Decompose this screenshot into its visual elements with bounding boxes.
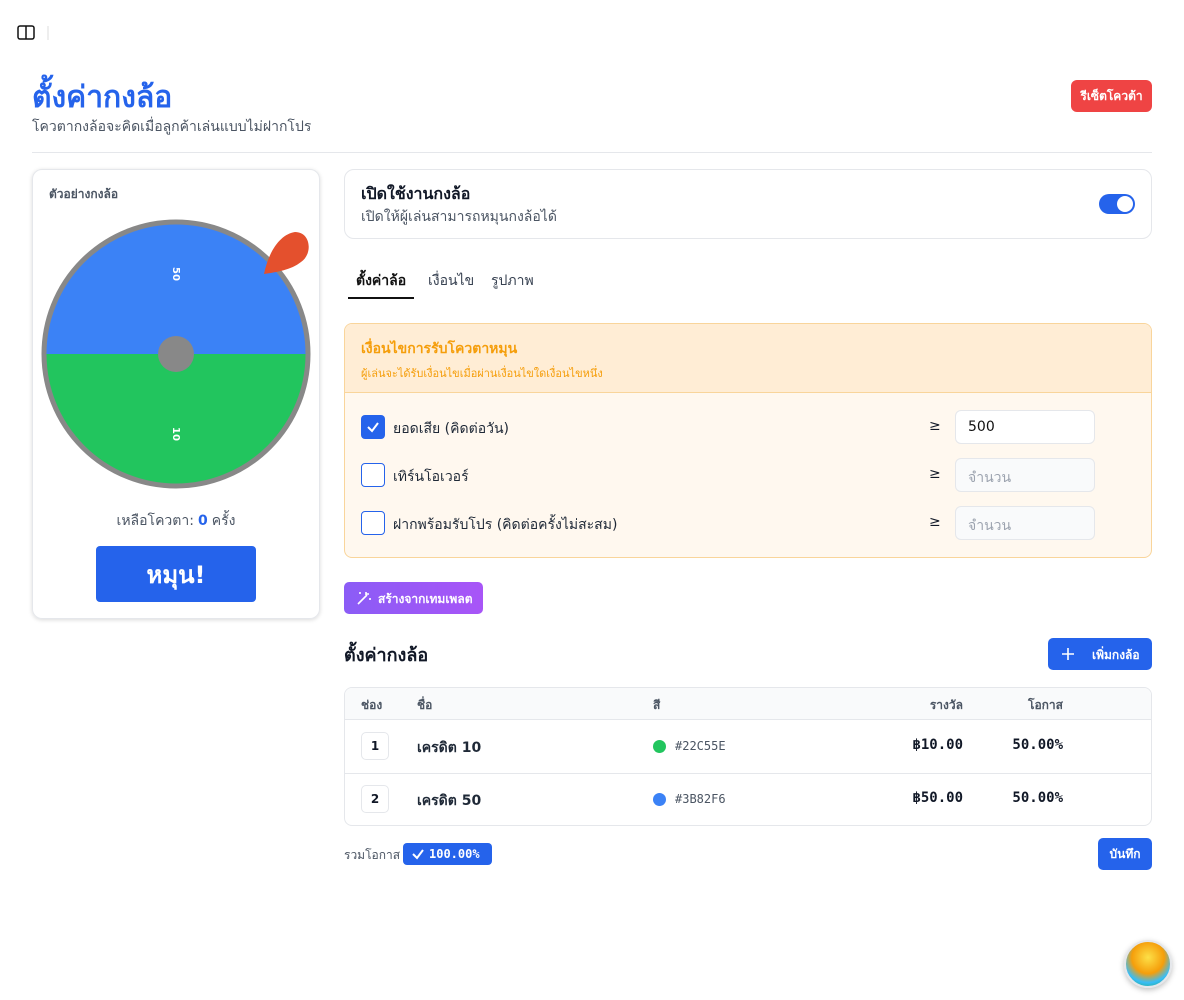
conditions-box: เงื่อนไขการรับโควตาหมุนผู้เล่นจะได้รับเง… bbox=[344, 323, 1152, 558]
color-code: #3B82F6 bbox=[675, 792, 726, 806]
toggle-title: เปิดใช้งานกงล้อ bbox=[361, 184, 471, 203]
tab-underline bbox=[348, 297, 414, 299]
divider bbox=[32, 152, 1152, 153]
wheel-segment bbox=[45, 354, 307, 485]
prize: ฿10.00 bbox=[912, 737, 963, 753]
table-header bbox=[345, 688, 1151, 720]
quota-value: 0 bbox=[197, 513, 208, 529]
tab[interactable]: รูปภาพ bbox=[491, 273, 534, 289]
segments-table: ช่อง ชื่อ สี รางวัล โอกาส 1 เครดิต 10 #22C55E ฿1… bbox=[344, 687, 1152, 826]
total-label: รวมโอกาส bbox=[344, 848, 401, 862]
checkbox[interactable] bbox=[361, 463, 385, 487]
column-header: โอกาส bbox=[1028, 698, 1063, 712]
chance: 50.00% bbox=[1012, 737, 1063, 753]
condition-label: ยอดเสีย (คิดต่อวัน) bbox=[393, 421, 509, 437]
segment-name: เครดิต 10 bbox=[417, 740, 482, 756]
segment-name: เครดิต 50 bbox=[417, 793, 482, 809]
plus-path bbox=[1062, 648, 1074, 660]
save-button[interactable]: บันทึก bbox=[1098, 838, 1152, 870]
plus-icon bbox=[1062, 648, 1074, 660]
reset-button[interactable]: รีเซ็ตโควต้า bbox=[1071, 80, 1152, 112]
color-dot bbox=[653, 793, 666, 806]
wheel-pointer bbox=[264, 232, 309, 274]
quota-text: เหลือโควตา: 0 ครั้ง bbox=[33, 510, 319, 532]
add-button[interactable]: เพิ่มกงล้อ bbox=[1048, 638, 1152, 670]
preview-card: ตัวอย่างกงล้อ 50 10 เหลือโควตา: 0 ครั้งหมุน! bbox=[32, 169, 320, 619]
wand-path bbox=[357, 592, 371, 605]
quota-unit: ครั้ง bbox=[211, 513, 236, 529]
section-title: ตั้งค่ากงล้อ bbox=[344, 645, 429, 666]
condition-operator: ≥ bbox=[929, 514, 941, 530]
column-header: สี bbox=[653, 698, 661, 712]
wheel: 50 10 bbox=[41, 219, 311, 489]
wheel-hub bbox=[158, 336, 194, 372]
condition-label: ฝากพร้อมรับโปร (คิดต่อครั้งไม่สะสม) bbox=[393, 517, 618, 533]
toggle-switch[interactable] bbox=[1099, 194, 1135, 214]
conditions-title: เงื่อนไขการรับโควตาหมุน bbox=[361, 341, 518, 357]
prize: ฿50.00 bbox=[912, 790, 963, 806]
wand-icon bbox=[357, 592, 371, 605]
check-icon bbox=[367, 422, 379, 433]
check-path bbox=[367, 422, 379, 433]
condition-input[interactable]: จำนวน bbox=[955, 458, 1095, 492]
toggle-card: เปิดใช้งานกงล้อเปิดให้ผู้เล่นสามารถหมุนก… bbox=[344, 169, 1152, 239]
conditions-subtitle: ผู้เล่นจะได้รับเงื่อนไขเมื่อผ่านเงื่อนไข… bbox=[361, 367, 603, 380]
spin-button[interactable]: หมุน! bbox=[96, 546, 256, 602]
check-icon bbox=[412, 849, 424, 860]
wheel-segment-label: 10 bbox=[170, 427, 181, 441]
tab[interactable]: ตั้งค่าล้อ bbox=[356, 273, 407, 289]
preview-title: ตัวอย่างกงล้อ bbox=[49, 187, 119, 201]
sidebar-toggle[interactable] bbox=[17, 24, 51, 42]
condition-operator: ≥ bbox=[929, 418, 941, 434]
wheel-rim bbox=[41, 219, 311, 489]
checkbox[interactable] bbox=[361, 415, 385, 439]
page-title: ตั้งค่ากงล้อ bbox=[32, 80, 173, 115]
page-subtitle: โควตากงล้อจะคิดเมื่อลูกค้าเล่นแบบไม่ฝากโ… bbox=[32, 119, 312, 135]
toggle-description: เปิดให้ผู้เล่นสามารถหมุนกงล้อได้ bbox=[361, 209, 557, 225]
checkbox[interactable] bbox=[361, 511, 385, 535]
column-header: รางวัล bbox=[929, 698, 963, 712]
condition-operator: ≥ bbox=[929, 466, 941, 482]
check-path bbox=[412, 849, 424, 860]
column-header: ชื่อ bbox=[417, 698, 433, 712]
tab[interactable]: เงื่อนไข bbox=[428, 273, 475, 289]
condition-label: เทิร์นโอเวอร์ bbox=[393, 469, 469, 485]
chance: 50.00% bbox=[1012, 790, 1063, 806]
wheel-segment bbox=[45, 223, 307, 354]
color-dot bbox=[653, 740, 666, 753]
slot-number: 1 bbox=[361, 732, 389, 760]
slot-number: 2 bbox=[361, 785, 389, 813]
condition-input[interactable]: จำนวน bbox=[955, 506, 1095, 540]
color-code: #22C55E bbox=[675, 739, 726, 753]
template-button[interactable]: สร้างจากเทมเพลต bbox=[344, 582, 483, 614]
column-header: ช่อง bbox=[361, 698, 383, 712]
avatar-button[interactable] bbox=[1124, 940, 1172, 988]
total-badge: 100.00% bbox=[403, 843, 492, 865]
template-button-label: สร้างจากเทมเพลต bbox=[378, 592, 473, 606]
conditions-header bbox=[345, 324, 1151, 393]
condition-input[interactable]: 500 bbox=[955, 410, 1095, 444]
quota-label: เหลือโควตา: bbox=[116, 513, 194, 529]
wheel-segment-label: 50 bbox=[170, 267, 181, 281]
toggle-knob bbox=[1117, 196, 1133, 212]
row-divider bbox=[345, 773, 1151, 774]
